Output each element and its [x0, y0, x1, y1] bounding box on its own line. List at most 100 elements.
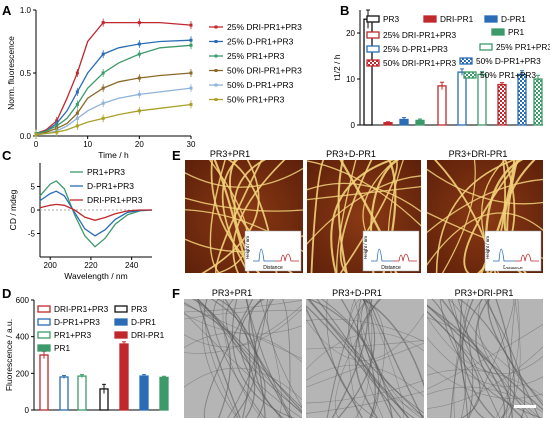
legend-label: 50% DRI-PR1+PR3: [227, 66, 302, 76]
legend-label: 25% DRI-PR1+PR3: [227, 22, 302, 32]
legend-label: 50% DRI-PR1+PR3: [383, 58, 456, 68]
fiber: [427, 317, 543, 403]
panel-label-c: C: [2, 148, 12, 163]
x-tick-label: 10: [83, 140, 92, 149]
fiber: [316, 299, 393, 418]
y-tick-label: 5: [31, 183, 36, 192]
legend-swatch: [37, 344, 51, 352]
fiber: [427, 212, 543, 266]
fiber: [337, 299, 376, 418]
series-line-0: [39, 180, 153, 248]
fiber: [427, 310, 481, 418]
panel-label-d: D: [2, 286, 11, 301]
legend-label: DRI-PR1+PR3: [87, 195, 143, 205]
legend-label: D-PR1+PR3: [87, 181, 134, 191]
fiber: [326, 299, 369, 418]
fiber: [224, 299, 291, 418]
fiber: [427, 304, 543, 411]
fiber: [307, 182, 421, 213]
legend-swatch: [366, 45, 380, 53]
fiber: [307, 299, 393, 418]
inset-profile-red: [275, 253, 299, 262]
fiber: [185, 197, 303, 212]
fiber: [209, 160, 226, 273]
legend-swatch: [459, 57, 473, 65]
legend-label: PR1: [54, 343, 71, 353]
fiber: [184, 299, 302, 313]
x-tick-label: 0: [34, 140, 39, 149]
fiber: [232, 160, 286, 273]
legend-swatch: [114, 331, 128, 339]
y-tick-label: 200: [16, 369, 30, 378]
fiber: [306, 305, 402, 418]
legend-label: 50% PR1+PR3: [480, 70, 536, 80]
panel-e-afm: PR3+PR1 PR3+D-PR1 PR3+DRI-PR1 Height / n…: [185, 149, 543, 273]
legend-label: PR1+PR3: [54, 330, 92, 340]
legend-label: D-PR1+PR3: [54, 317, 100, 327]
bar-9: [533, 78, 543, 126]
fiber: [227, 299, 268, 418]
fiber: [306, 342, 424, 388]
legend-marker: [214, 69, 218, 72]
x-tick-label: 30: [187, 140, 196, 149]
legend-label: PR3: [383, 14, 400, 24]
fiber: [212, 299, 266, 418]
fiber: [360, 299, 424, 414]
bar-5: [457, 71, 467, 126]
scale-bar-afm: [505, 264, 527, 267]
afm-title-1: PR3+PR1: [210, 149, 250, 159]
y-tick-label: -5: [28, 230, 36, 239]
fiber: [427, 304, 513, 418]
panel-label-b: B: [340, 3, 349, 18]
panel-f-tem: PR3+PR1 PR3+D-PR1 PR3+DRI-PR1: [184, 288, 543, 418]
bar-7: [497, 83, 507, 126]
fiber: [427, 316, 543, 375]
y-axis-label: Norm. fluorescence: [6, 36, 16, 110]
fiber: [448, 299, 529, 418]
legend-label: DRI-PR1: [440, 14, 474, 24]
legend-label: 25% D-PR1+PR3: [227, 37, 294, 47]
fiber: [306, 318, 424, 343]
fiber: [184, 304, 302, 354]
bar-0: [39, 354, 49, 411]
panel-b-chart: 0 10 20 t1/2 / h PR3 DRI-PR1 D-PR1 PR1 25% DRI-P…: [332, 9, 550, 130]
fiber: [185, 167, 303, 188]
fiber: [427, 337, 543, 387]
legend-swatch: [479, 43, 493, 51]
series-line-1: [35, 39, 192, 135]
fiber: [231, 299, 295, 418]
fiber: [340, 299, 376, 418]
fiber: [355, 299, 373, 418]
legend-swatch: [366, 59, 380, 67]
fiber: [310, 160, 325, 273]
fiber: [184, 367, 302, 401]
inset-profile-red: [393, 253, 417, 262]
panel-a-chart: 0 10 20 30 0.0 0.5 1.0 Time / h Norm. fluorescen…: [6, 6, 302, 160]
bar-5: [139, 375, 149, 411]
inset-y-label: Height / nm: [363, 236, 368, 259]
fiber: [184, 332, 302, 363]
fiber: [427, 346, 543, 409]
y-tick-label: 20: [346, 29, 355, 38]
y-tick-label: 10: [346, 75, 355, 84]
inset-x-label: Distance: [263, 265, 283, 271]
fiber: [245, 299, 293, 418]
series-line-0: [35, 21, 192, 135]
panel-label-e: E: [172, 148, 181, 163]
fiber: [307, 160, 421, 227]
fiber: [306, 306, 364, 418]
fiber: [203, 299, 254, 418]
bar-4: [119, 343, 129, 411]
tem-fibers: [306, 299, 424, 418]
fiber: [213, 160, 250, 273]
legend-swatch: [37, 318, 51, 326]
fiber: [427, 323, 543, 390]
afm-title-3: PR3+DRI-PR1: [449, 149, 508, 159]
fiber: [306, 340, 424, 350]
bar-6: [477, 73, 487, 126]
y-tick-label: 400: [16, 333, 30, 342]
fiber: [461, 299, 496, 418]
fiber: [453, 299, 469, 418]
bar-4: [437, 85, 447, 126]
